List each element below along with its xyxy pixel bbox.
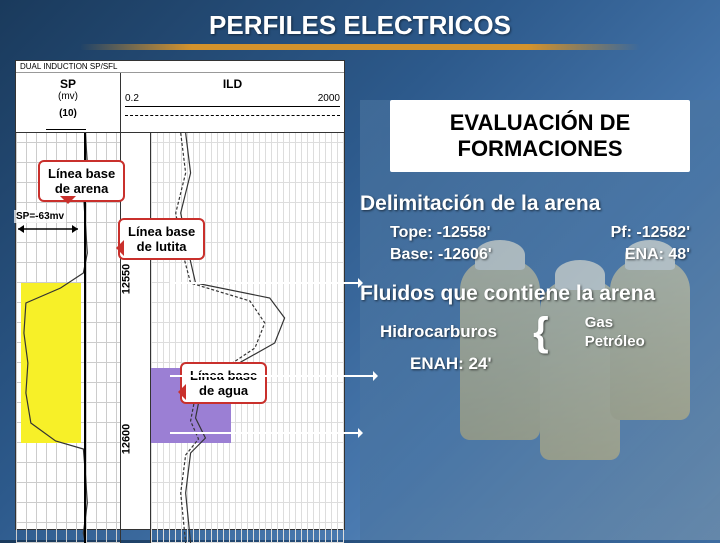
resistivity-track [151, 133, 344, 543]
ena-value: ENA: 48' [625, 246, 690, 264]
pf-value: Pf: -12582' [611, 224, 690, 242]
base-ena-row: Base: -12606' ENA: 48' [390, 246, 690, 264]
evaluation-heading: EVALUACIÓN DE FORMACIONES [390, 100, 690, 172]
section-delimitacion: Delimitación de la arena [360, 192, 710, 216]
base-arrow [170, 432, 360, 434]
sp-label: SP [20, 77, 116, 91]
callout-lutita-baseline: Línea base de lutita [118, 218, 205, 260]
hydrocarbons-row: Hidrocarburos { Gas Petróleo [380, 314, 710, 350]
tope-arrow [170, 282, 360, 284]
callout-arena-baseline: Línea base de arena [38, 160, 125, 202]
log-header: SP (mv) (10) ILD 0.2 2000 [16, 73, 344, 133]
depth-label: 12600 [120, 424, 132, 455]
well-log-panel: DUAL INDUCTION SP/SFL SP (mv) (10) ILD 0… [15, 60, 345, 530]
base-value: Base: -12606' [390, 246, 492, 264]
sp-value-overlay: SP=-63mv [14, 210, 66, 223]
depth-label: 12550 [120, 264, 132, 295]
right-panel: EVALUACIÓN DE FORMACIONES Delimitación d… [360, 100, 710, 378]
ild-max: 2000 [318, 93, 340, 104]
tope-pf-row: Tope: -12558' Pf: -12582' [390, 224, 690, 242]
sp-scale: (10) [20, 108, 116, 119]
ild-header: ILD 0.2 2000 [121, 73, 344, 132]
enah-value: ENAH: 24' [410, 354, 492, 374]
petroleo-label: Petróleo [585, 333, 645, 350]
tope-value: Tope: -12558' [390, 224, 490, 242]
depth-track: 12550 12600 [121, 133, 151, 543]
hc-arrow [170, 375, 375, 377]
hc-label: Hidrocarburos [380, 322, 497, 342]
hc-types: Gas Petróleo [585, 314, 645, 350]
gas-label: Gas [585, 314, 645, 331]
sp-arrow [18, 224, 78, 234]
title-accent-bar [80, 44, 640, 50]
log-header-small: DUAL INDUCTION SP/SFL [16, 61, 344, 73]
brace-icon: { [533, 320, 549, 344]
slide-title: PERFILES ELECTRICOS [0, 10, 720, 41]
callout-agua-baseline: Línea base de agua [180, 362, 267, 404]
section-fluidos: Fluidos que contiene la arena [360, 282, 710, 306]
sp-unit: (mv) [20, 91, 116, 102]
enah-row: ENAH: 24' [410, 354, 710, 374]
sp-header: SP (mv) (10) [16, 73, 121, 132]
ild-curve [151, 133, 344, 543]
ild-min: 0.2 [125, 93, 139, 104]
ild-label: ILD [125, 77, 340, 91]
